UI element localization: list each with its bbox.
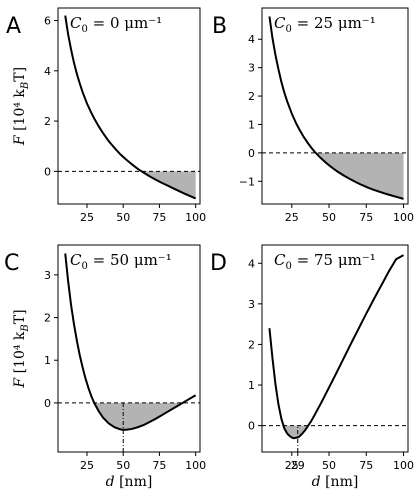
y-axis-label: F [10⁴ kBT] [12, 309, 31, 388]
x-axis-label: d [nm] [312, 474, 359, 490]
c0-annotation: C0 = 75 μm⁻¹ [274, 251, 376, 272]
negative-area-fill [315, 152, 404, 199]
panel-letter: D [210, 251, 227, 276]
y-tick-label: 3 [248, 298, 255, 311]
y-tick-label: 0 [44, 165, 51, 178]
y-tick-label: 0 [248, 420, 255, 433]
c0-annotation: C0 = 50 μm⁻¹ [70, 251, 172, 272]
y-tick-label: 1 [248, 118, 255, 131]
free-energy-curve [268, 16, 404, 200]
free-energy-curve [64, 253, 197, 431]
panel-a: 25 50 75 100 0 2 4 6 A C0 = 0 μm⁻¹ F [10⁴ kBT] [6, 7, 206, 224]
panel-b: 25 50 75 100 −1 0 1 2 3 4 B C0 = 25 μm⁻¹ [212, 7, 414, 224]
panel-c: 25 50 75 100 0 1 2 3 C C0 = 50 μm⁻¹ F [10⁴ kBT] d [… [4, 244, 206, 490]
y-tick-label: −1 [239, 175, 255, 188]
x-tick-label: 75 [359, 211, 373, 224]
y-tick-label: 4 [248, 33, 255, 46]
negative-area-fill [94, 402, 183, 430]
y-tick-label: 0 [248, 147, 255, 160]
plot-frame [261, 244, 409, 453]
x-tick-label: 25 [285, 459, 299, 472]
x-tick-label: 50 [322, 459, 336, 472]
x-tick-label: 100 [185, 459, 206, 472]
y-tick-label: 2 [248, 338, 255, 351]
x-axis-label: d [nm] [106, 474, 153, 490]
y-tick-label: 2 [44, 312, 51, 325]
panel-letter: C [4, 251, 19, 276]
x-tick-label: 100 [185, 211, 206, 224]
y-tick-label: 3 [248, 62, 255, 75]
free-energy-curve [268, 254, 405, 440]
y-tick-label: 2 [248, 90, 255, 103]
x-tick-label: 50 [116, 459, 130, 472]
x-tick-label: 100 [393, 459, 414, 472]
x-tick-label: 75 [152, 459, 166, 472]
x-tick-label: 25 [80, 459, 94, 472]
y-tick-label: 4 [248, 257, 255, 270]
x-tick-label: 25 [80, 211, 94, 224]
y-tick-label: 3 [44, 269, 51, 282]
x-tick-label: 50 [116, 211, 130, 224]
x-tick-label: 100 [393, 211, 414, 224]
y-tick-label: 6 [44, 15, 51, 28]
x-tick-label: 25 [285, 211, 299, 224]
free-energy-curve [64, 15, 197, 200]
y-tick-label: 1 [44, 354, 51, 367]
y-tick-label: 2 [44, 115, 51, 128]
y-tick-label: 0 [44, 397, 51, 410]
plot-frame [57, 7, 201, 205]
y-tick-label: 4 [44, 65, 51, 78]
x-tick-label: 75 [152, 211, 166, 224]
plot-frame [261, 7, 409, 205]
panel-letter: A [6, 14, 21, 39]
plot-frame [57, 244, 201, 453]
c0-annotation: C0 = 25 μm⁻¹ [274, 14, 376, 35]
y-tick-label: 1 [248, 379, 255, 392]
c0-annotation: C0 = 0 μm⁻¹ [70, 14, 162, 35]
x-tick-label: 50 [322, 211, 336, 224]
y-axis-label: F [10⁴ kBT] [12, 67, 31, 146]
x-tick-label: 29 [291, 459, 305, 472]
x-tick-label: 75 [359, 459, 373, 472]
panel-letter: B [212, 14, 227, 39]
